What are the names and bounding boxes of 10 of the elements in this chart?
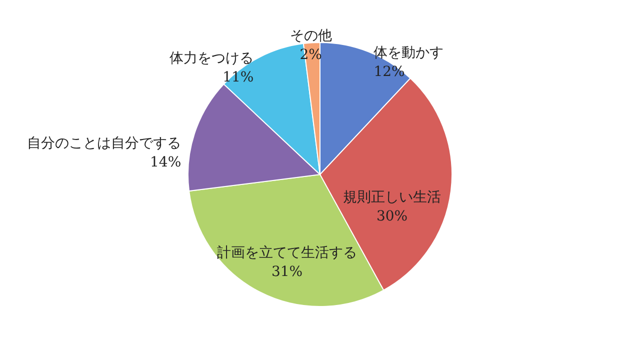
slice-label: 体を動かす [374,44,444,61]
data-label: 14% [150,154,182,170]
data-label: 12% [374,64,405,80]
slice-label: 規則正しい生活 [343,190,442,206]
slice-label: その他 [290,28,332,44]
data-label: 31% [271,264,303,280]
data-label: 30% [376,208,408,225]
slice-label: 計画を立てて生活する [217,245,358,262]
slice-label: 自分のことは自分でする [27,135,182,152]
slice-label: 体力をつける [170,50,254,66]
